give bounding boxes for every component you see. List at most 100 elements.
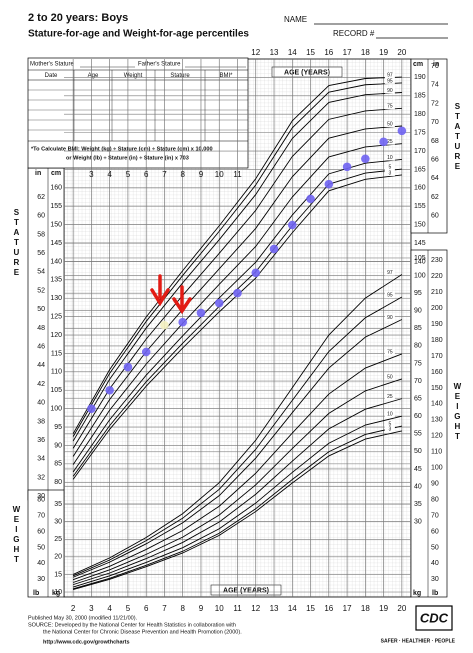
y-tick-label: 180 [431, 337, 443, 344]
y-tick-label: 130 [50, 295, 62, 302]
x-tick-label: 14 [288, 48, 297, 57]
y-tick-label: 85 [414, 325, 422, 332]
unit-label: kg [52, 590, 60, 597]
y-tick-label: 190 [431, 321, 443, 328]
right-stature-column [410, 58, 448, 234]
y-tick-label: 80 [37, 496, 45, 503]
y-tick-label: 145 [50, 240, 62, 247]
y-tick-label: 34 [37, 456, 45, 463]
weight-axis-title: WEIGHT [453, 382, 462, 442]
x-tick-label: 8 [180, 604, 185, 613]
measurement-point [379, 137, 388, 147]
measurement-point [342, 162, 352, 172]
unit-label: cm [413, 61, 423, 68]
y-tick-label: 70 [431, 512, 439, 519]
y-tick-label: 50 [414, 448, 422, 455]
x-tick-label: 5 [126, 170, 131, 179]
curve-label: 25 [387, 394, 393, 400]
y-tick-label: 15 [54, 571, 62, 578]
curve-label: 25 [387, 139, 393, 145]
table-header: Date Age Weight Stature BMI* [45, 73, 234, 79]
y-tick-label: 80 [431, 496, 439, 503]
x-tick-label: 13 [270, 48, 279, 57]
y-tick-label: 140 [414, 258, 426, 265]
x-tick-label: 13 [270, 604, 279, 613]
y-tick-label: 140 [431, 401, 443, 408]
y-tick-label: 30 [37, 493, 45, 500]
y-tick-label: 125 [50, 313, 62, 320]
y-tick-label: 140 [50, 258, 62, 265]
percentile-curve [72, 125, 402, 457]
curve-label: 95 [387, 78, 393, 84]
percentile-curve [72, 398, 402, 586]
curve-label-bg [384, 138, 395, 145]
plot-layer: 2 334455667788991010111112121313141415151… [37, 48, 443, 613]
y-tick-label: 100 [431, 465, 443, 472]
percentile-curve [72, 274, 403, 575]
bmi-note: *To Calculate BMI: Weight (kg) ÷ Stature… [31, 146, 213, 152]
x-tick-label: 18 [361, 48, 370, 57]
y-tick-label: 65 [414, 395, 422, 402]
y-tick-label: 50 [37, 544, 45, 551]
y-tick-label: 165 [414, 166, 426, 173]
stature-axis-title: STATURE [453, 102, 462, 172]
tagline: SAFER · HEALTHIER · PEOPLE [381, 638, 456, 644]
curve-label-bg [384, 164, 395, 171]
percentile-curve [72, 415, 402, 588]
x-tick-label: 19 [379, 48, 388, 57]
unit-label: lb [432, 590, 438, 597]
measurement-point [251, 268, 261, 278]
curve-label: 50 [387, 374, 393, 380]
y-tick-label: 40 [414, 483, 422, 490]
y-tick-label: 52 [37, 287, 45, 294]
y-tick-label: 75 [414, 360, 422, 367]
y-tick-label: 10 [54, 589, 62, 596]
y-tick-label: 155 [414, 203, 426, 210]
unit-label: kg [413, 590, 421, 597]
curve-label-bg [384, 169, 395, 176]
y-tick-label: 40 [431, 560, 439, 567]
curve-label: 5 [388, 164, 391, 170]
x-tick-label: 4 [107, 170, 112, 179]
y-tick-label: 80 [54, 479, 62, 486]
percentile-curve [72, 143, 402, 465]
y-tick-label: 160 [431, 369, 443, 376]
mother-stature: Mother's Stature [30, 62, 74, 68]
y-tick-label: 54 [37, 269, 45, 276]
y-tick-label: 110 [431, 449, 442, 456]
curve-label: 97 [387, 270, 393, 276]
curve-label-bg [384, 393, 395, 400]
y-tick-label: 110 [51, 369, 62, 376]
percentile-curve [72, 76, 402, 434]
y-tick-label: 68 [431, 138, 439, 145]
arrow [150, 274, 170, 307]
y-tick-label: 64 [431, 175, 439, 182]
y-tick-label: 150 [414, 221, 426, 228]
y-tick-label: 45 [414, 466, 422, 473]
x-tick-label: 15 [306, 48, 315, 57]
curve-label-bg [384, 411, 395, 418]
curve-label: 50 [387, 121, 393, 127]
x-tick-label: 20 [397, 604, 406, 613]
y-tick-label: 60 [431, 213, 439, 220]
curve-label-bg [384, 373, 395, 380]
y-tick-label: 170 [414, 148, 426, 155]
y-tick-label: 30 [37, 576, 45, 583]
y-tick-label: 210 [431, 289, 443, 296]
x-tick-label: 10 [215, 604, 224, 613]
x-tick-label: 16 [324, 48, 333, 57]
y-tick-label: 30 [431, 576, 439, 583]
curve-label: 75 [387, 349, 393, 355]
y-tick-label: 150 [431, 385, 443, 392]
y-tick-label: 160 [50, 185, 62, 192]
x-tick-label: 2 [71, 604, 76, 613]
y-tick-label: 95 [54, 424, 62, 431]
curve-label-bg [384, 77, 395, 84]
x-tick-label: 17 [343, 604, 352, 613]
y-tick-label: 105 [50, 387, 62, 394]
curve-label: 10 [387, 155, 393, 161]
y-tick-label: 44 [37, 362, 45, 369]
percentile-curve [72, 296, 403, 577]
percentile-curve [72, 82, 402, 437]
